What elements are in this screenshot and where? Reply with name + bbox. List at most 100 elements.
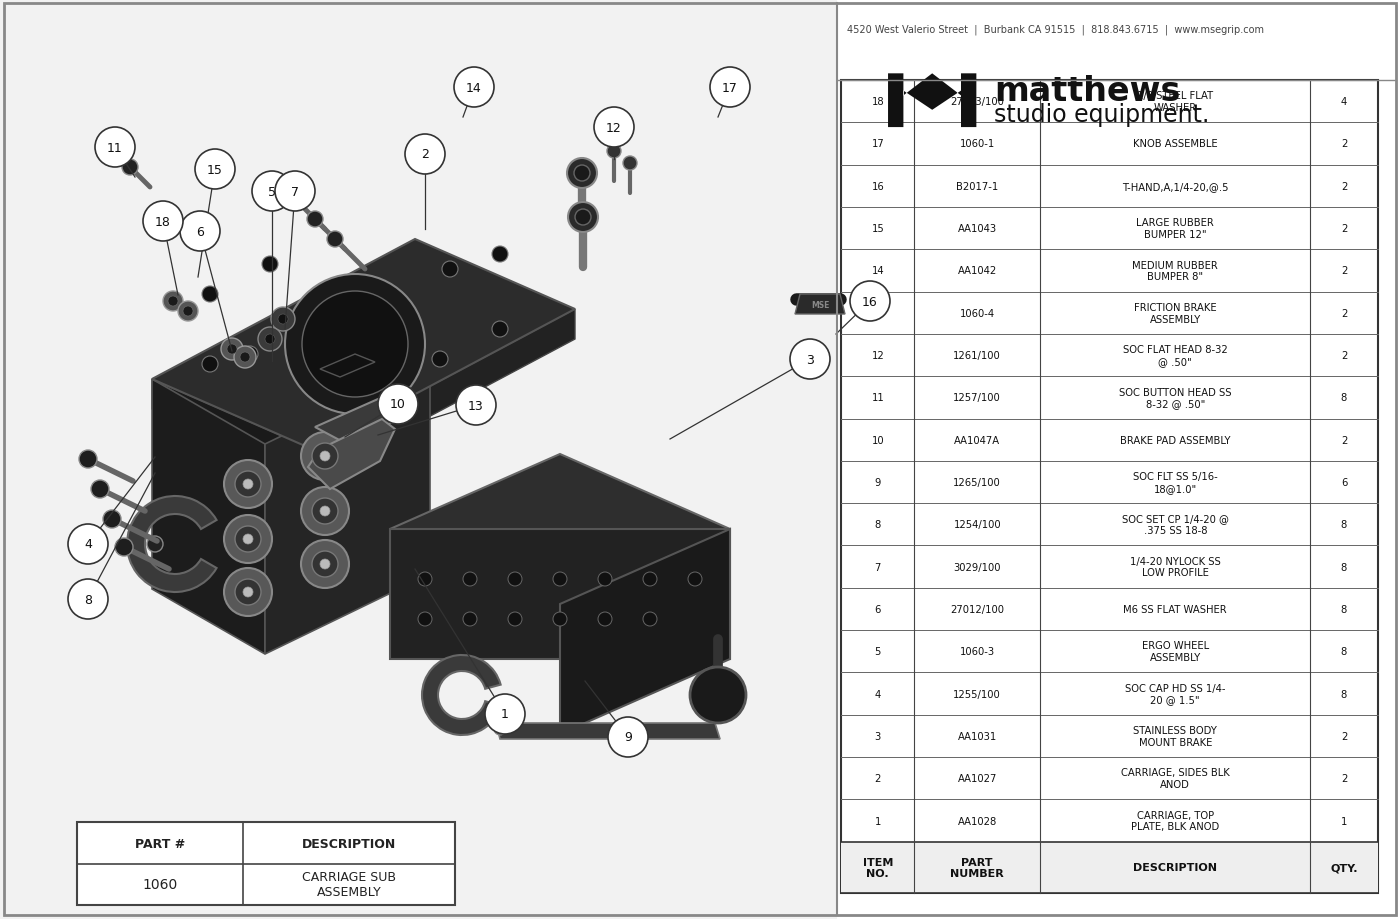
Circle shape <box>147 537 162 552</box>
Circle shape <box>244 480 253 490</box>
Text: LARGE RUBBER
BUMPER 12": LARGE RUBBER BUMPER 12" <box>1137 218 1214 240</box>
Wedge shape <box>421 655 501 735</box>
Text: 4520 West Valerio Street  |  Burbank CA 91515  |  818.843.6715  |  www.msegrip.c: 4520 West Valerio Street | Burbank CA 91… <box>847 24 1264 35</box>
Circle shape <box>279 314 288 324</box>
Circle shape <box>265 335 274 345</box>
Text: CARRIAGE, TOP
PLATE, BLK ANOD: CARRIAGE, TOP PLATE, BLK ANOD <box>1131 810 1219 832</box>
Text: 6: 6 <box>196 225 204 238</box>
Text: 18: 18 <box>155 215 171 228</box>
Text: 1: 1 <box>501 708 510 720</box>
Text: 16: 16 <box>862 295 878 308</box>
Text: 1254/100: 1254/100 <box>953 520 1001 529</box>
Text: matthews: matthews <box>994 74 1180 108</box>
Circle shape <box>262 256 279 273</box>
Text: 1: 1 <box>875 816 881 825</box>
Circle shape <box>491 246 508 263</box>
Circle shape <box>168 297 178 307</box>
Circle shape <box>312 444 337 470</box>
Circle shape <box>195 150 235 190</box>
Circle shape <box>235 527 260 552</box>
Text: 1257/100: 1257/100 <box>953 393 1001 403</box>
Circle shape <box>235 579 260 606</box>
Text: AA1027: AA1027 <box>958 774 997 783</box>
Circle shape <box>433 352 448 368</box>
Text: 5: 5 <box>267 186 276 199</box>
Circle shape <box>183 307 193 317</box>
Text: 1060: 1060 <box>143 878 178 891</box>
Polygon shape <box>888 74 976 128</box>
Polygon shape <box>308 420 395 490</box>
Text: MEDIUM RUBBER
BUMPER 8": MEDIUM RUBBER BUMPER 8" <box>1133 260 1218 282</box>
Bar <box>841 81 1378 893</box>
Text: PART
NUMBER: PART NUMBER <box>951 857 1004 879</box>
Circle shape <box>623 157 637 171</box>
Text: 4: 4 <box>84 538 92 550</box>
Circle shape <box>568 203 598 233</box>
Circle shape <box>274 172 315 211</box>
Circle shape <box>608 145 622 159</box>
Circle shape <box>687 573 701 586</box>
Polygon shape <box>315 400 407 444</box>
Text: SOC SET CP 1/4-20 @
.375 SS 18-8: SOC SET CP 1/4-20 @ .375 SS 18-8 <box>1121 514 1229 536</box>
Text: 10: 10 <box>871 436 885 445</box>
Text: 8: 8 <box>1341 605 1347 614</box>
Circle shape <box>419 573 433 586</box>
Text: QTY.: QTY. <box>1330 863 1358 872</box>
Text: 15: 15 <box>871 224 885 233</box>
Text: DESCRIPTION: DESCRIPTION <box>1133 863 1217 872</box>
Circle shape <box>575 210 591 226</box>
Circle shape <box>162 291 183 312</box>
Text: 2: 2 <box>1341 267 1347 276</box>
Polygon shape <box>496 723 720 739</box>
Text: 15: 15 <box>207 164 223 176</box>
Polygon shape <box>795 295 846 314</box>
Text: 11: 11 <box>108 142 123 154</box>
Text: 8: 8 <box>1341 647 1347 656</box>
Text: 7: 7 <box>875 562 881 572</box>
Circle shape <box>239 353 251 363</box>
Text: 2: 2 <box>875 774 881 783</box>
Circle shape <box>598 573 612 586</box>
Circle shape <box>69 579 108 619</box>
Text: SOC BUTTON HEAD SS
8-32 @ .50": SOC BUTTON HEAD SS 8-32 @ .50" <box>1119 387 1232 409</box>
Circle shape <box>122 160 139 176</box>
Text: 2: 2 <box>1341 436 1347 445</box>
Text: T-HAND,A,1/4-20,@.5: T-HAND,A,1/4-20,@.5 <box>1121 182 1229 191</box>
Text: PART #: PART # <box>134 836 185 850</box>
Text: 16: 16 <box>871 182 885 191</box>
Circle shape <box>463 573 477 586</box>
Text: 1255/100: 1255/100 <box>953 689 1001 698</box>
Text: 7: 7 <box>291 186 300 199</box>
Text: M6 SS FLAT WASHER: M6 SS FLAT WASHER <box>1123 605 1228 614</box>
Circle shape <box>287 192 302 208</box>
Text: 1060-3: 1060-3 <box>959 647 995 656</box>
Text: KNOB ASSEMBLE: KNOB ASSEMBLE <box>1133 140 1218 149</box>
Circle shape <box>95 128 134 168</box>
Polygon shape <box>391 529 729 659</box>
Polygon shape <box>391 455 729 605</box>
Circle shape <box>202 287 218 302</box>
Text: AA1028: AA1028 <box>958 816 997 825</box>
Text: 9: 9 <box>624 731 631 743</box>
Circle shape <box>594 108 634 148</box>
Circle shape <box>328 232 343 248</box>
Circle shape <box>235 471 260 497</box>
Circle shape <box>91 481 109 498</box>
Circle shape <box>790 340 830 380</box>
Text: FRICTION BRAKE
ASSEMBLY: FRICTION BRAKE ASSEMBLY <box>1134 302 1217 324</box>
Text: ITEM
NO.: ITEM NO. <box>862 857 893 879</box>
Text: 8: 8 <box>1341 562 1347 572</box>
Text: AA1043: AA1043 <box>958 224 997 233</box>
Circle shape <box>202 357 218 372</box>
Circle shape <box>307 211 323 228</box>
Circle shape <box>553 612 567 627</box>
Text: B2017-1: B2017-1 <box>956 182 998 191</box>
Circle shape <box>312 498 337 525</box>
Circle shape <box>378 384 419 425</box>
Circle shape <box>178 301 197 322</box>
Circle shape <box>272 308 295 332</box>
Circle shape <box>598 612 612 627</box>
Circle shape <box>106 140 123 156</box>
Circle shape <box>608 717 648 757</box>
Circle shape <box>463 612 477 627</box>
